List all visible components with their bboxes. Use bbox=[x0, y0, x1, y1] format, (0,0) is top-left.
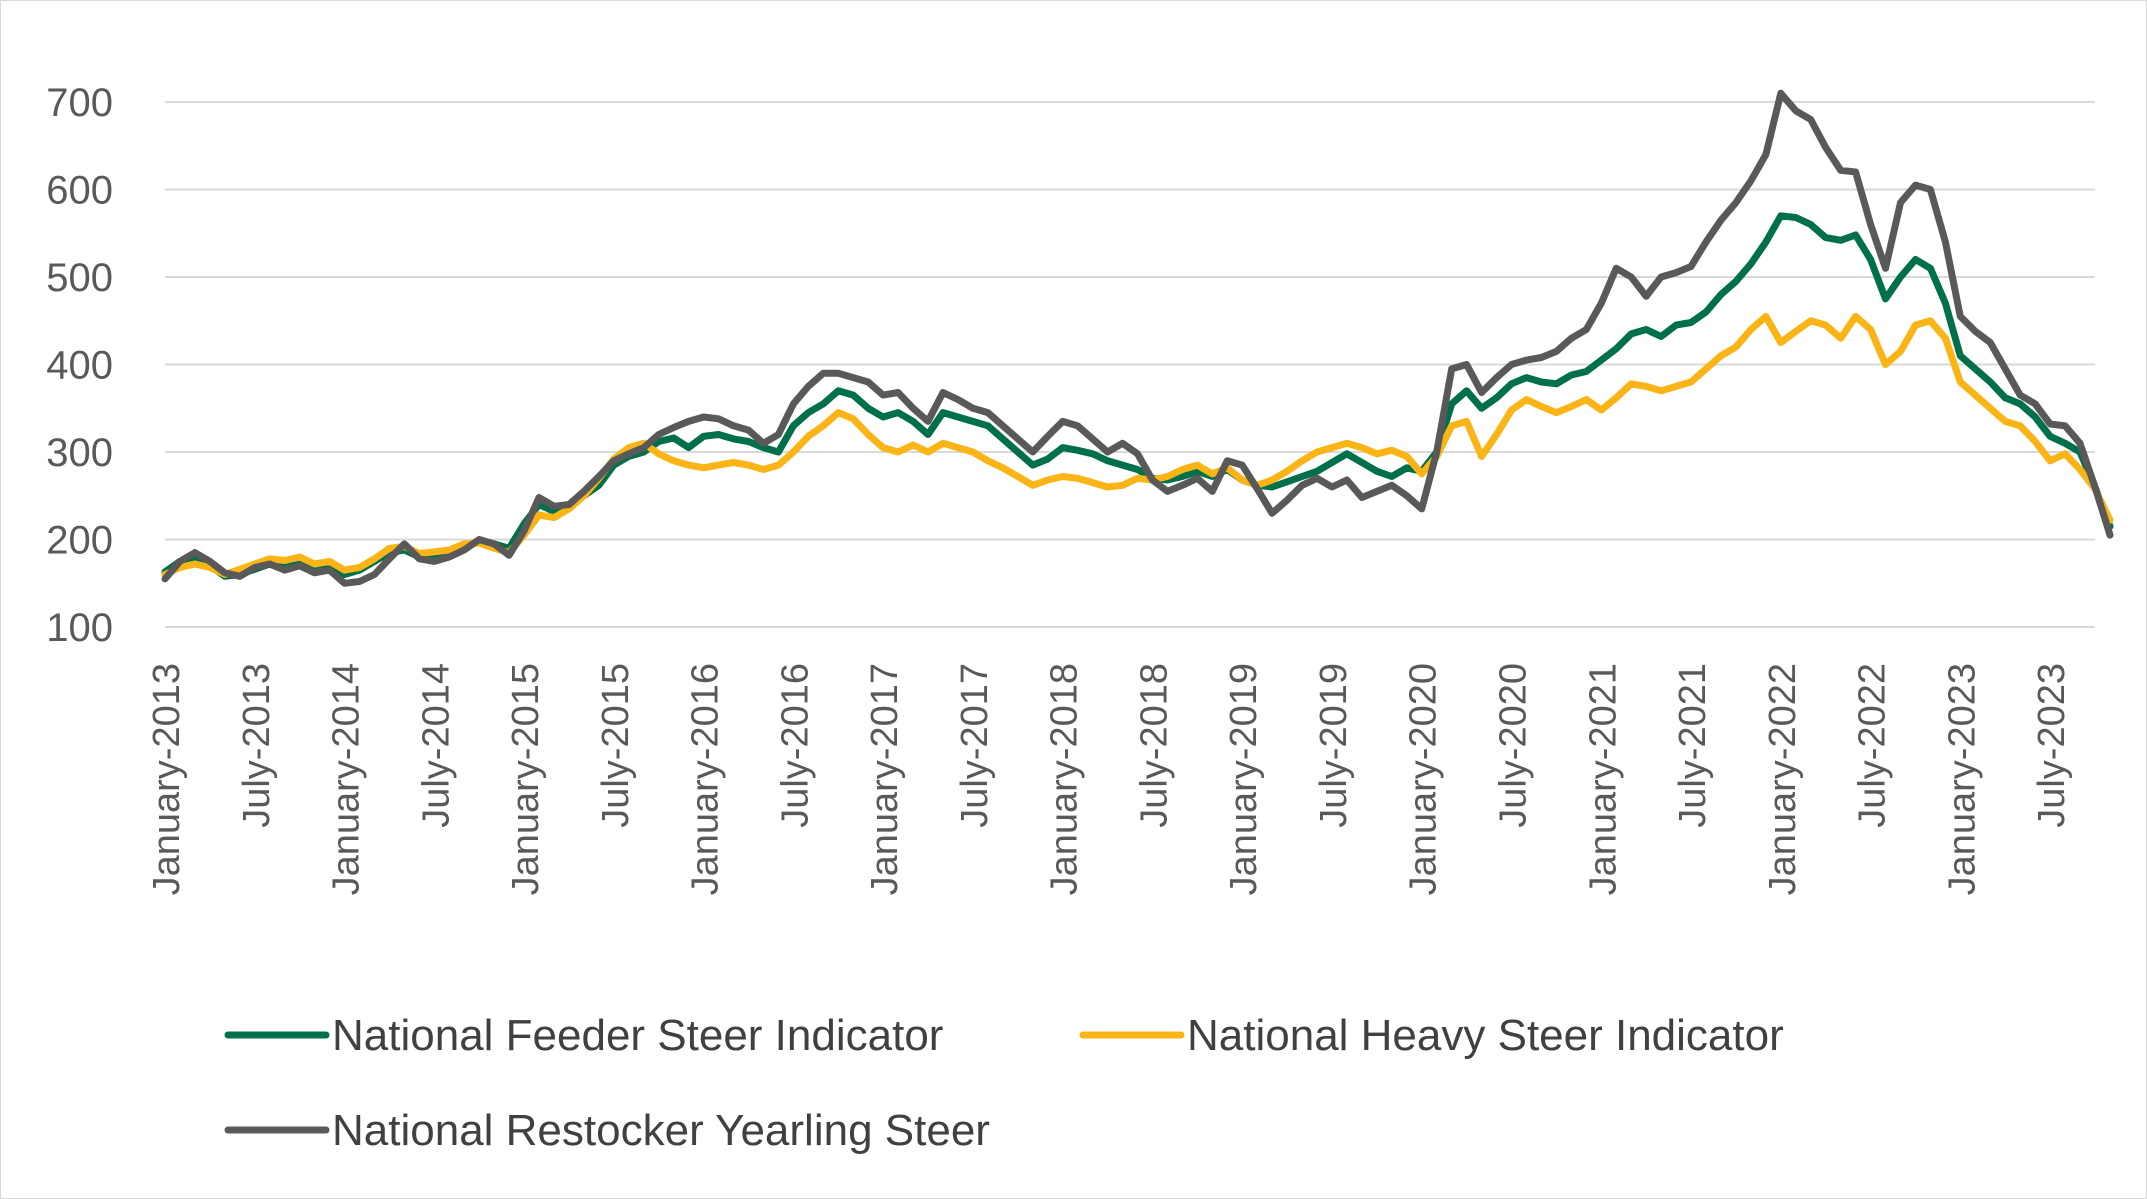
legend-label: National Heavy Steer Indicator bbox=[1187, 1011, 1784, 1060]
legend-label: National Restocker Yearling Steer bbox=[332, 1106, 990, 1155]
series-3 bbox=[161, 89, 2114, 587]
series-line bbox=[161, 312, 2114, 578]
series-lines bbox=[161, 89, 2114, 587]
y-axis-tick-labels: 100 200 300 400 500 600 700 bbox=[46, 81, 113, 650]
x-axis-tick-labels: January-2013 July-2013 January-2014 July-20… bbox=[146, 663, 2073, 895]
x-tick-label: July-2022 bbox=[1852, 663, 1894, 828]
x-tick-label: July-2013 bbox=[236, 663, 278, 828]
series-1 bbox=[161, 212, 2114, 580]
x-tick-label: January-2021 bbox=[1582, 663, 1624, 895]
x-tick-label: July-2019 bbox=[1313, 663, 1355, 828]
x-tick-label: January-2018 bbox=[1044, 663, 1086, 895]
x-tick-label: July-2015 bbox=[595, 663, 637, 828]
x-tick-label: July-2020 bbox=[1493, 663, 1535, 828]
y-tick-label: 400 bbox=[46, 344, 113, 388]
y-tick-label: 300 bbox=[46, 431, 113, 475]
legend-label: National Feeder Steer Indicator bbox=[332, 1011, 943, 1060]
y-tick-label: 500 bbox=[46, 256, 113, 300]
x-tick-label: July-2021 bbox=[1672, 663, 1714, 828]
x-tick-label: July-2023 bbox=[2031, 663, 2073, 828]
y-tick-label: 600 bbox=[46, 169, 113, 213]
series-line bbox=[161, 89, 2114, 587]
legend-item: National Heavy Steer Indicator bbox=[1079, 1011, 1784, 1060]
legend-item: National Feeder Steer Indicator bbox=[224, 1011, 943, 1060]
x-tick-label: July-2017 bbox=[954, 663, 996, 828]
x-tick-label: January-2017 bbox=[864, 663, 906, 895]
x-tick-label: January-2020 bbox=[1403, 663, 1445, 895]
y-tick-label: 100 bbox=[46, 606, 113, 650]
legend: National Feeder Steer Indicator National … bbox=[224, 1011, 1784, 1155]
x-tick-label: January-2023 bbox=[1941, 663, 1983, 895]
y-tick-label: 700 bbox=[46, 81, 113, 125]
x-tick-label: January-2013 bbox=[146, 663, 188, 895]
x-tick-label: January-2014 bbox=[326, 663, 368, 895]
x-tick-label: July-2016 bbox=[774, 663, 816, 828]
y-tick-label: 200 bbox=[46, 519, 113, 563]
series-line bbox=[161, 212, 2114, 580]
x-tick-label: January-2019 bbox=[1223, 663, 1265, 895]
series-2 bbox=[161, 312, 2114, 578]
x-tick-label: July-2014 bbox=[415, 663, 457, 828]
x-tick-label: January-2022 bbox=[1762, 663, 1804, 895]
x-tick-label: January-2015 bbox=[505, 663, 547, 895]
legend-item: National Restocker Yearling Steer bbox=[224, 1106, 990, 1155]
x-tick-label: January-2016 bbox=[685, 663, 727, 895]
x-tick-label: July-2018 bbox=[1133, 663, 1175, 828]
